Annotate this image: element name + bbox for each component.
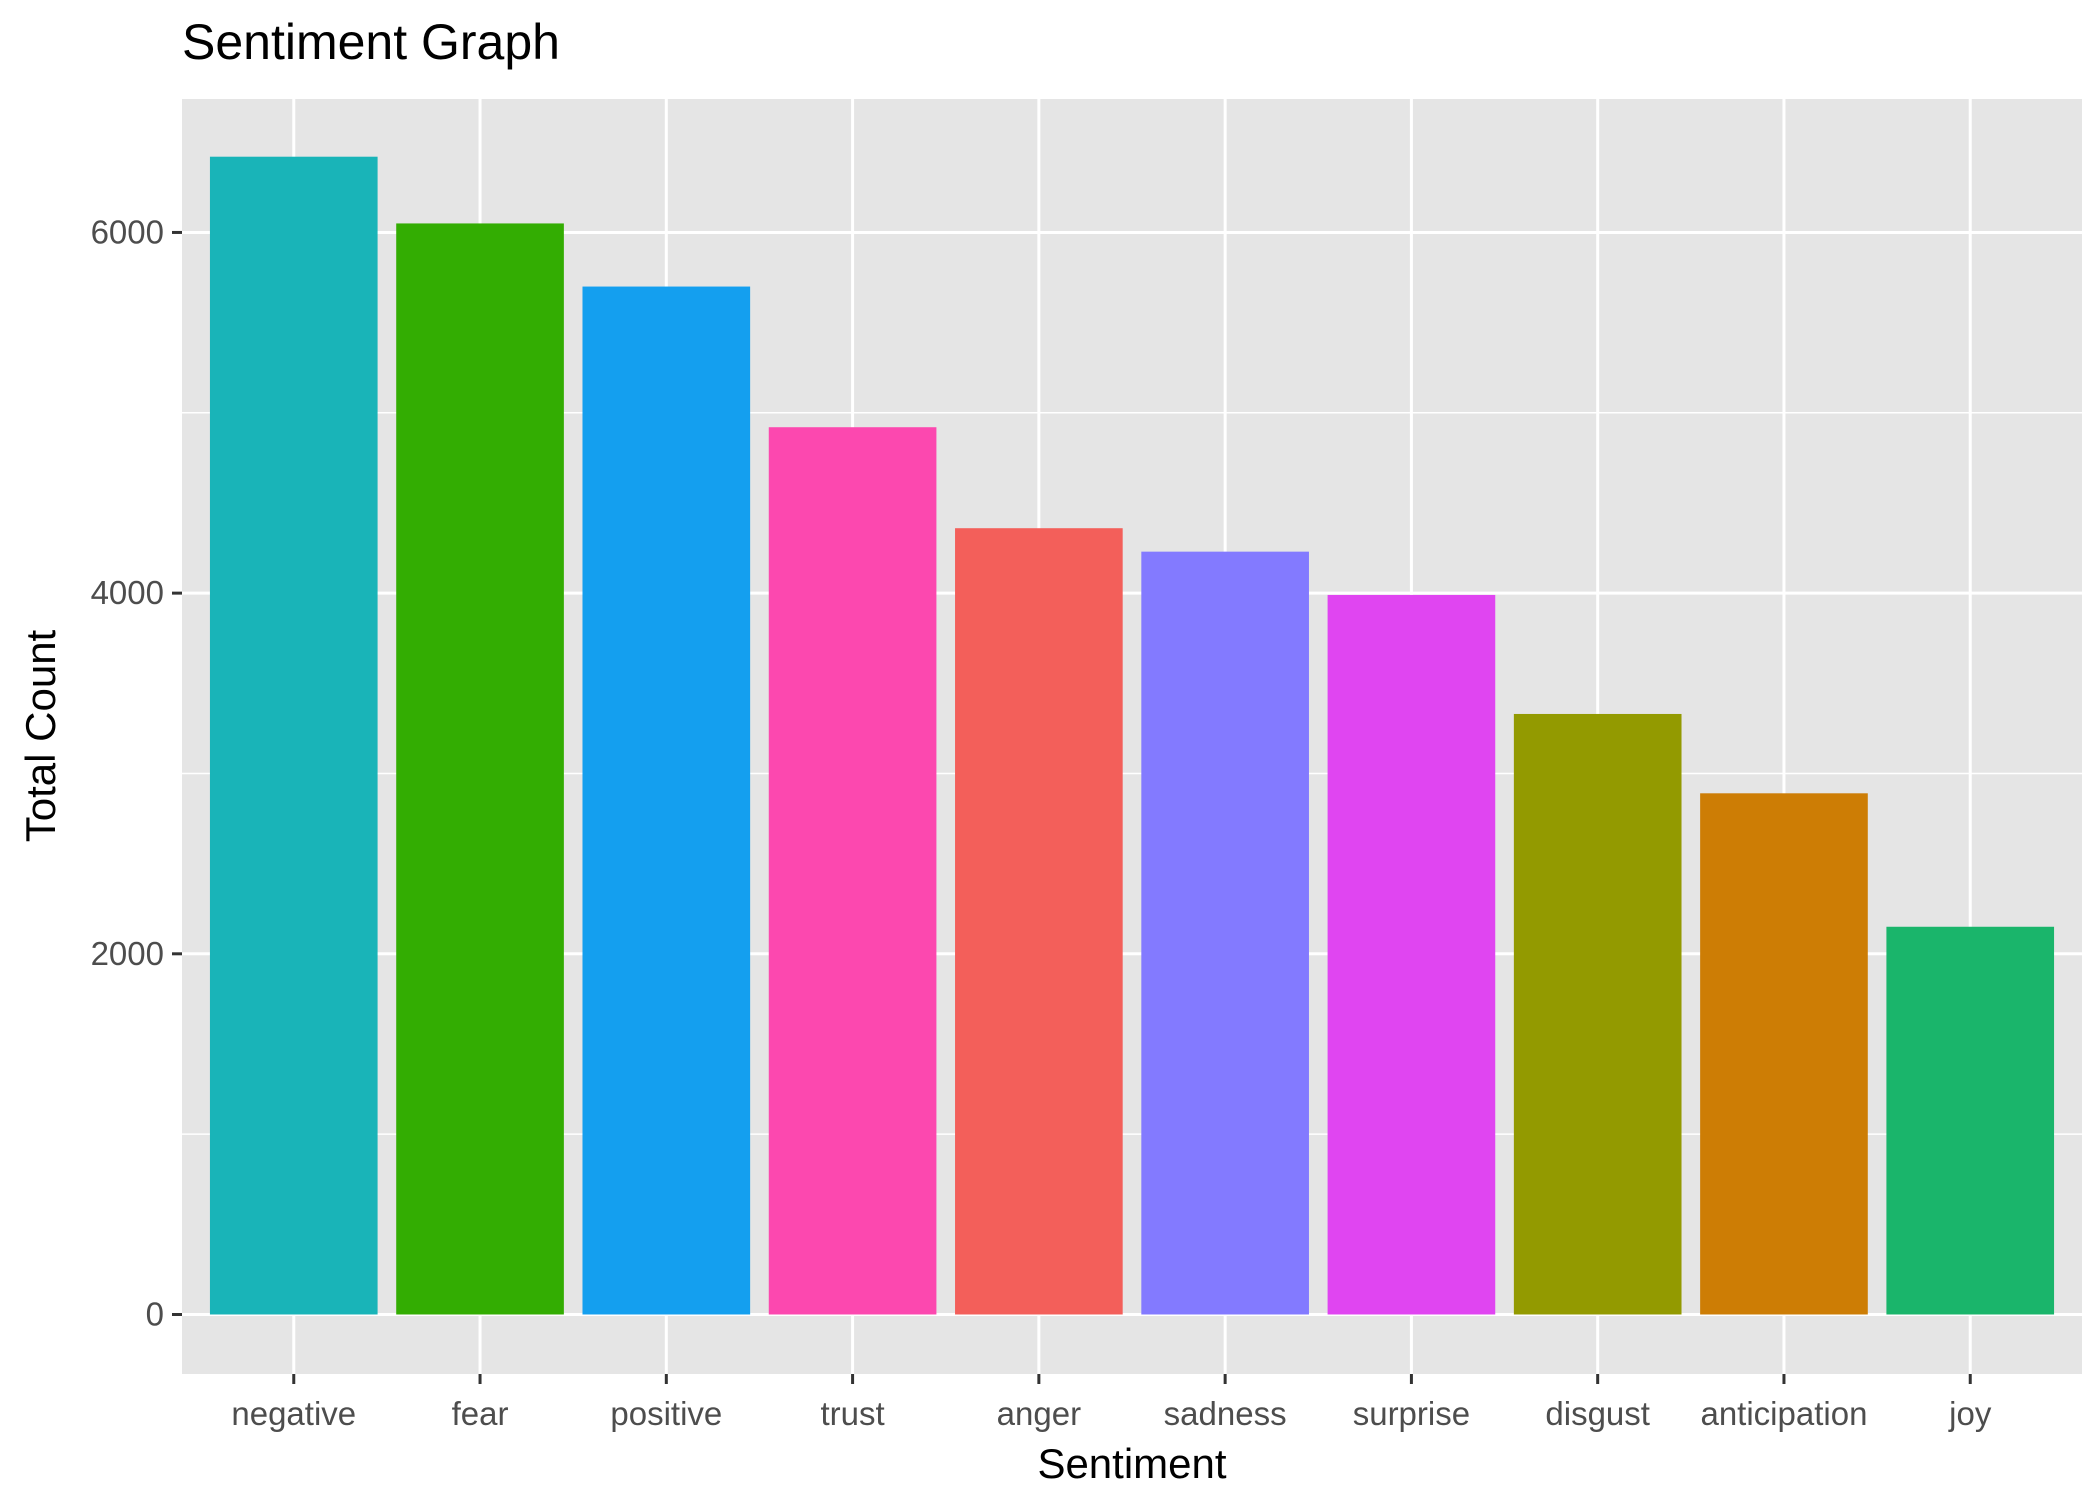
y-tick-label: 0 (146, 1295, 164, 1332)
bar-disgust (1513, 713, 1682, 1315)
bar-positive (582, 286, 751, 1315)
bar-anticipation (1700, 793, 1868, 1315)
bar-trust (768, 427, 937, 1315)
bar-fear (396, 223, 564, 1315)
bar-sadness (1141, 551, 1309, 1315)
chart-title: Sentiment Graph (182, 14, 560, 70)
x-tick-label: anger (997, 1395, 1081, 1432)
x-tick-label: joy (1948, 1395, 1992, 1432)
x-tick-label: positive (610, 1395, 722, 1432)
x-tick-label: negative (231, 1395, 356, 1432)
y-tick-label: 6000 (91, 213, 164, 250)
x-axis: negative fear positive trust anger sadness sur… (231, 1374, 1992, 1432)
bar-surprise (1327, 594, 1496, 1315)
bars (209, 156, 2055, 1315)
bar-anger (955, 528, 1123, 1315)
x-tick-label: sadness (1164, 1395, 1287, 1432)
x-tick-label: trust (820, 1395, 884, 1432)
x-tick-label: disgust (1545, 1395, 1650, 1432)
x-tick-label: surprise (1353, 1395, 1470, 1432)
y-tick-label: 2000 (91, 935, 164, 972)
x-tick-label: anticipation (1700, 1395, 1867, 1432)
y-tick-label: 4000 (91, 574, 164, 611)
bar-joy (1886, 926, 2055, 1315)
y-axis-title: Total Count (17, 629, 64, 842)
bar-negative (209, 156, 378, 1315)
x-axis-title: Sentiment (1037, 1440, 1226, 1487)
y-axis: 0 2000 4000 6000 (91, 213, 182, 1332)
x-tick-label: fear (452, 1395, 509, 1432)
